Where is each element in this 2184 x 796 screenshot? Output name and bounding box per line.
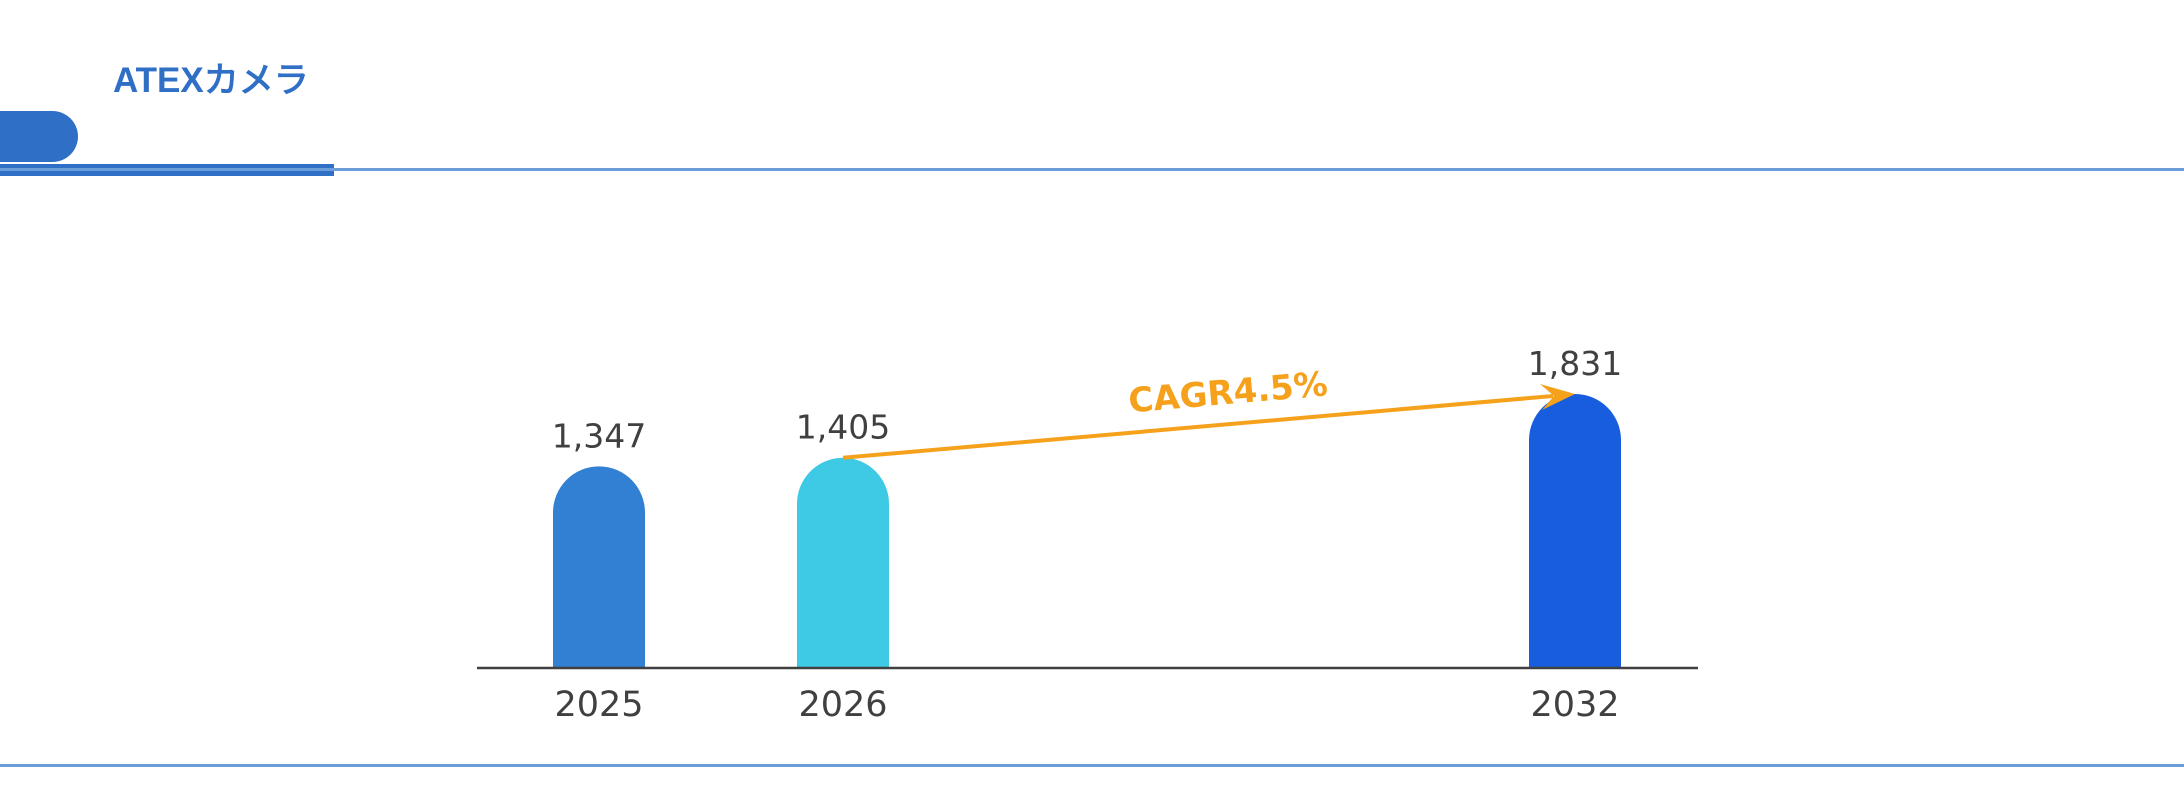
header-tab-decoration [0, 111, 78, 162]
header-divider-line [0, 168, 2184, 171]
x-tick-label-2032: 2032 [1530, 685, 1619, 725]
footer-divider-line [0, 764, 2184, 767]
cagr-label: CAGR4.5% [1127, 364, 1329, 421]
cagr-arrowhead [1540, 383, 1575, 410]
bars-layer [553, 394, 1621, 668]
bar-2026 [797, 457, 890, 668]
labels-layer: 1,347 2025 1,405 2026 1,831 2032 [552, 344, 1622, 725]
data-label-2025: 1,347 [552, 416, 646, 455]
x-tick-label-2026: 2026 [798, 685, 887, 725]
cagr-arrow-line [842, 394, 1554, 460]
page-title: ATEXカメラ [113, 61, 309, 100]
bar-2032 [1529, 394, 1621, 668]
bar-2025 [553, 466, 645, 668]
x-tick-label-2025: 2025 [554, 685, 643, 725]
data-label-2026: 1,405 [796, 408, 890, 447]
cagr-annotation: CAGR4.5% [842, 364, 1575, 460]
data-label-2032: 1,831 [1528, 344, 1622, 383]
